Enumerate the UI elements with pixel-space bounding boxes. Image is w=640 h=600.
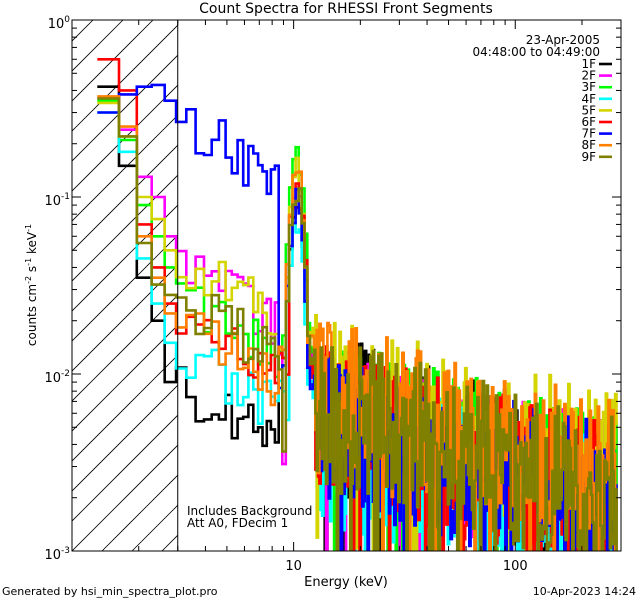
- series-layer: [97, 58, 618, 551]
- legend-label-4f: 4F: [581, 92, 596, 106]
- time-range-label: 04:48:00 to 04:49:00: [473, 45, 600, 59]
- annotation-background: Includes Background: [187, 504, 312, 518]
- x-tick-label-10: 10: [285, 559, 302, 574]
- legend-label-3f: 3F: [581, 80, 596, 94]
- chart-title: Count Spectra for RHESSI Front Segments: [199, 1, 493, 17]
- legend-label-9f: 9F: [581, 150, 596, 164]
- series-9f: [97, 97, 618, 551]
- y-tick-label-1e-3: 10-3: [44, 546, 70, 563]
- footer-timestamp: 10-Apr-2023 14:24: [533, 585, 636, 598]
- legend-label-7f: 7F: [581, 127, 596, 141]
- plot-frame: [71, 19, 622, 552]
- y-axis-label: counts cm-2 s-1 keV-1: [24, 224, 39, 346]
- y-tick-label-1e0: 100: [48, 15, 71, 32]
- footer-generated-by: Generated by hsi_min_spectra_plot.pro: [2, 585, 218, 598]
- x-axis-label: Energy (keV): [304, 575, 388, 590]
- date-label: 23-Apr-2005: [526, 33, 600, 47]
- x-tick-label-100: 100: [503, 559, 528, 574]
- legend-label-6f: 6F: [581, 115, 596, 129]
- legend-label-1f: 1F: [581, 57, 596, 71]
- legend-label-2f: 2F: [581, 69, 596, 83]
- legend-label-5f: 5F: [581, 103, 596, 117]
- y-tick-label-1e-1: 10-1: [44, 192, 70, 209]
- annotation-attenuator: Att A0, FDecim 1: [187, 516, 288, 530]
- axis-ticks: [71, 19, 622, 552]
- y-tick-label-1e-2: 10-2: [44, 369, 70, 386]
- legend-label-8f: 8F: [581, 138, 596, 152]
